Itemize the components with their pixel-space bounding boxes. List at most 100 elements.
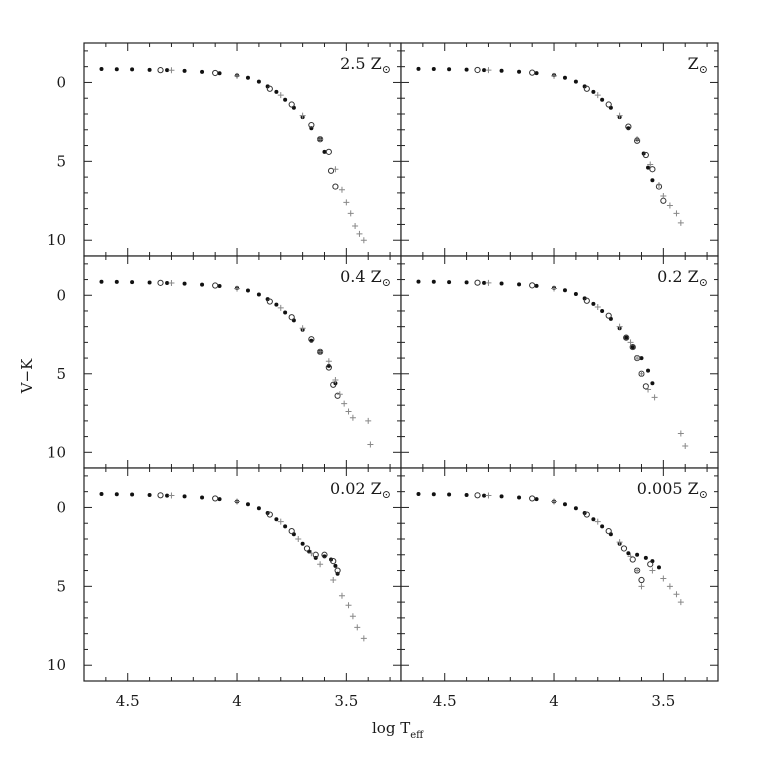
open-circle-point [157, 67, 164, 74]
cross-point [365, 417, 372, 424]
cross-point [677, 430, 684, 437]
dot-point [165, 281, 170, 286]
dot-point [600, 308, 605, 313]
panel-label-prefix: Z [688, 54, 699, 73]
cross-point [168, 280, 175, 287]
dot-point [624, 335, 629, 340]
dot-point [517, 69, 522, 74]
dot-point [114, 492, 119, 497]
dot-point [245, 502, 250, 507]
dot-point [591, 301, 596, 306]
dot-point [182, 494, 187, 499]
open-circle-point [583, 511, 590, 518]
dot-point [656, 565, 661, 570]
cross-point [673, 210, 680, 217]
dot-point [534, 497, 539, 502]
open-circle-point [312, 551, 319, 558]
dot-point [639, 356, 644, 361]
dot-point [322, 149, 327, 154]
open-circle-point [474, 66, 481, 74]
solar-symbol: ⊙ [382, 488, 391, 501]
y-tick-label: 5 [56, 577, 66, 595]
cross-point [299, 325, 306, 332]
cross-point [356, 230, 363, 237]
cross-point [616, 323, 623, 330]
cross-point [666, 202, 673, 209]
dot-point [646, 165, 651, 170]
panel-label: 0.02 Z⊙ [330, 479, 391, 501]
x-axis-title-subscript: eff [410, 730, 424, 741]
open-circle-point [327, 167, 335, 174]
panel-frame [400, 255, 719, 469]
panel-frame [83, 255, 402, 469]
panel-label: 2.5 Z⊙ [340, 54, 391, 76]
dot-point [562, 288, 567, 293]
panel-frame [400, 42, 719, 257]
y-tick-label: 0 [56, 73, 66, 91]
cross-point [317, 561, 324, 568]
y-tick-label: 10 [47, 443, 66, 461]
open-circle-point [288, 314, 295, 321]
dot-point [217, 497, 222, 502]
cross-point [655, 182, 662, 188]
cross-point [647, 161, 654, 168]
open-circle-point [605, 312, 612, 319]
open-circle-point [642, 383, 649, 390]
dot-point [573, 292, 578, 297]
dot-point [300, 541, 305, 546]
cross-point [651, 394, 658, 401]
panel-6: 4.5 4 3.5 0.005 Z⊙ [400, 467, 719, 710]
dot-point [114, 279, 119, 284]
dot-point [99, 67, 104, 72]
dot-point [200, 69, 205, 74]
dot-point [182, 281, 187, 286]
open-circle-point [157, 279, 164, 286]
y-tick-label: 10 [47, 656, 66, 674]
cross-point [168, 67, 175, 74]
dot-point [283, 524, 288, 529]
cross-point [551, 72, 558, 79]
cross-point [332, 166, 339, 173]
dot-point [630, 345, 635, 350]
dot-point [217, 283, 222, 288]
cross-point [345, 408, 352, 415]
dot-point [534, 71, 539, 76]
dot-point [626, 551, 631, 556]
x-tick-label: 4 [549, 692, 559, 710]
open-circle-point [266, 511, 273, 518]
y-axis-title: V−K [18, 358, 36, 394]
open-circle-point [647, 561, 654, 568]
dot-point [650, 178, 655, 183]
open-circle-point [325, 364, 332, 371]
cross-point [234, 285, 241, 292]
cross-point [677, 219, 684, 226]
dot-point [274, 89, 279, 94]
y-tick-label: 10 [47, 231, 66, 249]
panel-label-prefix: 0.4 Z [340, 267, 382, 286]
cross-point [347, 210, 354, 217]
dot-point [591, 517, 596, 522]
cross-point [634, 567, 641, 574]
cross-point [234, 72, 241, 79]
cross-point [551, 285, 558, 292]
dot-point [416, 66, 421, 71]
open-circle-point [529, 495, 536, 502]
cross-point [367, 441, 374, 448]
dot-point [165, 493, 170, 498]
open-circle-point [583, 297, 590, 304]
panel-label: Z⊙ [688, 54, 708, 76]
cross-point [332, 377, 339, 384]
open-circle-point [529, 69, 536, 76]
dot-point [165, 68, 170, 73]
open-circle-point [642, 151, 649, 159]
dot-point [431, 492, 436, 497]
dot-point [499, 494, 504, 499]
x-tick-label: 3.5 [334, 692, 358, 710]
cross-point [627, 553, 634, 560]
cross-point [649, 567, 656, 574]
dot-point [416, 279, 421, 284]
cross-point [308, 550, 315, 557]
x-tick-label: 4 [232, 692, 242, 710]
cross-point [666, 583, 673, 590]
